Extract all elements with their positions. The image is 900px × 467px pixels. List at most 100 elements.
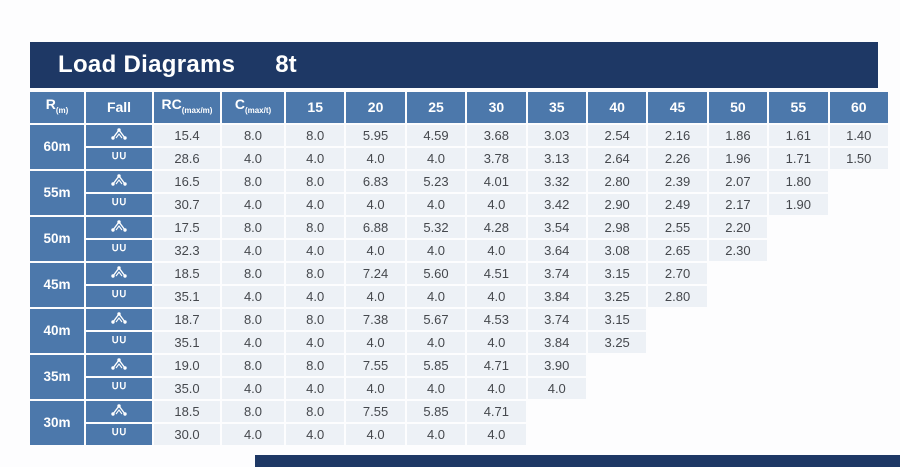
two-fall-icon bbox=[109, 288, 129, 301]
boom-length-cell: 55m bbox=[30, 170, 84, 215]
empty-cell bbox=[709, 355, 767, 376]
col-header-radius-55: 55 bbox=[769, 92, 828, 123]
load-cell: 4.71 bbox=[467, 400, 526, 422]
load-cell: 4.0 bbox=[406, 285, 466, 307]
empty-cell bbox=[769, 263, 827, 284]
load-row-55m-2: 30.7 4.0 4.0 4.0 4.0 4.0 3.42 2.90 2.49 2.17 1.90 bbox=[30, 193, 888, 215]
load-cell: 2.80 bbox=[587, 170, 647, 192]
load-cell: 2.17 bbox=[708, 193, 768, 215]
empty-cell bbox=[830, 240, 888, 261]
two-fall-icon bbox=[109, 426, 129, 439]
boom-length-cell: 40m bbox=[30, 308, 84, 353]
load-cell: 5.67 bbox=[406, 308, 466, 330]
empty-cell bbox=[830, 309, 888, 330]
load-cell: 4.0 bbox=[406, 239, 466, 261]
load-cell: 3.25 bbox=[587, 331, 647, 353]
load-cell: 2.16 bbox=[648, 124, 707, 146]
four-fall-icon bbox=[109, 127, 129, 140]
col-header-radius: R(m) bbox=[30, 92, 84, 123]
load-cell: 4.0 bbox=[467, 193, 526, 215]
rc-max-cell: 28.6 bbox=[154, 147, 220, 169]
empty-cell bbox=[648, 332, 706, 353]
load-cell: 3.74 bbox=[527, 262, 586, 284]
load-cell: 7.24 bbox=[346, 262, 405, 284]
load-cell: 2.07 bbox=[708, 170, 768, 192]
load-cell: 4.0 bbox=[346, 147, 405, 169]
empty-cell bbox=[648, 355, 706, 376]
load-cell: 5.85 bbox=[406, 400, 466, 422]
load-cell: 4.0 bbox=[346, 239, 405, 261]
c-max-cell: 8.0 bbox=[222, 354, 284, 376]
boom-length-cell: 35m bbox=[30, 354, 84, 399]
empty-cell bbox=[830, 355, 888, 376]
fall-cell bbox=[86, 308, 152, 330]
load-cell: 4.0 bbox=[467, 239, 526, 261]
load-cell: 1.71 bbox=[769, 147, 828, 169]
boom-length-cell: 30m bbox=[30, 400, 84, 445]
load-cell: 4.0 bbox=[286, 377, 345, 399]
load-cell: 4.0 bbox=[467, 285, 526, 307]
col-header-radius-40: 40 bbox=[587, 92, 647, 123]
boom-length-cell: 50m bbox=[30, 216, 84, 261]
load-cell: 2.70 bbox=[648, 262, 707, 284]
load-cell: 2.30 bbox=[708, 239, 768, 261]
load-cell: 8.0 bbox=[286, 354, 345, 376]
c-max-cell: 8.0 bbox=[222, 124, 284, 146]
load-cell: 4.0 bbox=[346, 285, 405, 307]
boom-length-cell: 60m bbox=[30, 124, 84, 169]
empty-cell bbox=[588, 355, 646, 376]
empty-cell bbox=[709, 286, 767, 307]
fall-cell bbox=[86, 147, 152, 169]
rc-max-cell: 32.3 bbox=[154, 239, 220, 261]
rc-max-cell: 18.5 bbox=[154, 400, 220, 422]
load-cell: 4.0 bbox=[406, 147, 466, 169]
empty-cell bbox=[769, 332, 827, 353]
load-row-30m-2: 30.0 4.0 4.0 4.0 4.0 4.0 bbox=[30, 423, 888, 445]
load-cell: 2.90 bbox=[587, 193, 647, 215]
load-cell: 2.26 bbox=[648, 147, 707, 169]
load-cell: 1.90 bbox=[769, 193, 828, 215]
load-cell: 7.55 bbox=[346, 354, 405, 376]
load-row-30m-1: 30m 18.5 8.0 8.0 7.55 5.85 4.71 bbox=[30, 400, 888, 445]
load-cell: 8.0 bbox=[286, 262, 345, 284]
load-cell: 2.98 bbox=[587, 216, 647, 238]
rc-max-cell: 17.5 bbox=[154, 216, 220, 238]
load-cell: 4.0 bbox=[467, 423, 526, 445]
load-cell: 3.25 bbox=[587, 285, 647, 307]
empty-cell bbox=[709, 424, 767, 445]
fall-cell bbox=[86, 124, 152, 146]
load-cell: 3.54 bbox=[527, 216, 586, 238]
load-cell: 2.54 bbox=[587, 124, 647, 146]
empty-cell bbox=[769, 286, 827, 307]
c-max-cell: 8.0 bbox=[222, 170, 284, 192]
two-fall-icon bbox=[109, 196, 129, 209]
load-cell: 4.0 bbox=[346, 423, 405, 445]
load-cell: 7.55 bbox=[346, 400, 405, 422]
empty-cell bbox=[769, 240, 827, 261]
c-max-cell: 4.0 bbox=[222, 377, 284, 399]
load-cell: 2.49 bbox=[648, 193, 707, 215]
rc-max-cell: 30.7 bbox=[154, 193, 220, 215]
footer-accent-bar bbox=[255, 455, 900, 467]
c-max-cell: 4.0 bbox=[222, 285, 284, 307]
load-cell: 1.61 bbox=[769, 124, 828, 146]
load-cell: 6.88 bbox=[346, 216, 405, 238]
load-cell: 3.64 bbox=[527, 239, 586, 261]
load-cell: 1.80 bbox=[769, 170, 828, 192]
load-cell: 3.74 bbox=[527, 308, 586, 330]
load-cell: 4.0 bbox=[286, 193, 345, 215]
load-cell: 5.60 bbox=[406, 262, 466, 284]
empty-cell bbox=[648, 424, 706, 445]
title-bar: Load Diagrams 8t bbox=[30, 42, 878, 88]
empty-cell bbox=[769, 378, 827, 399]
load-row-35m-1: 35m 19.0 8.0 8.0 7.55 5.85 4.71 3.90 bbox=[30, 354, 888, 399]
load-cell: 3.84 bbox=[527, 285, 586, 307]
load-row-60m-1: 60m 15.4 8.0 8.0 5.95 4.59 3.68 3.03 2.54 2.16 1.8… bbox=[30, 124, 888, 169]
load-cell: 4.0 bbox=[406, 193, 466, 215]
load-cell: 4.0 bbox=[346, 331, 405, 353]
empty-cell bbox=[830, 332, 888, 353]
load-cell: 4.0 bbox=[406, 377, 466, 399]
load-cell: 4.0 bbox=[346, 193, 405, 215]
load-cell: 3.78 bbox=[467, 147, 526, 169]
load-row-60m-2: 28.6 4.0 4.0 4.0 4.0 3.78 3.13 2.64 2.26 1.96 1.71… bbox=[30, 147, 888, 169]
